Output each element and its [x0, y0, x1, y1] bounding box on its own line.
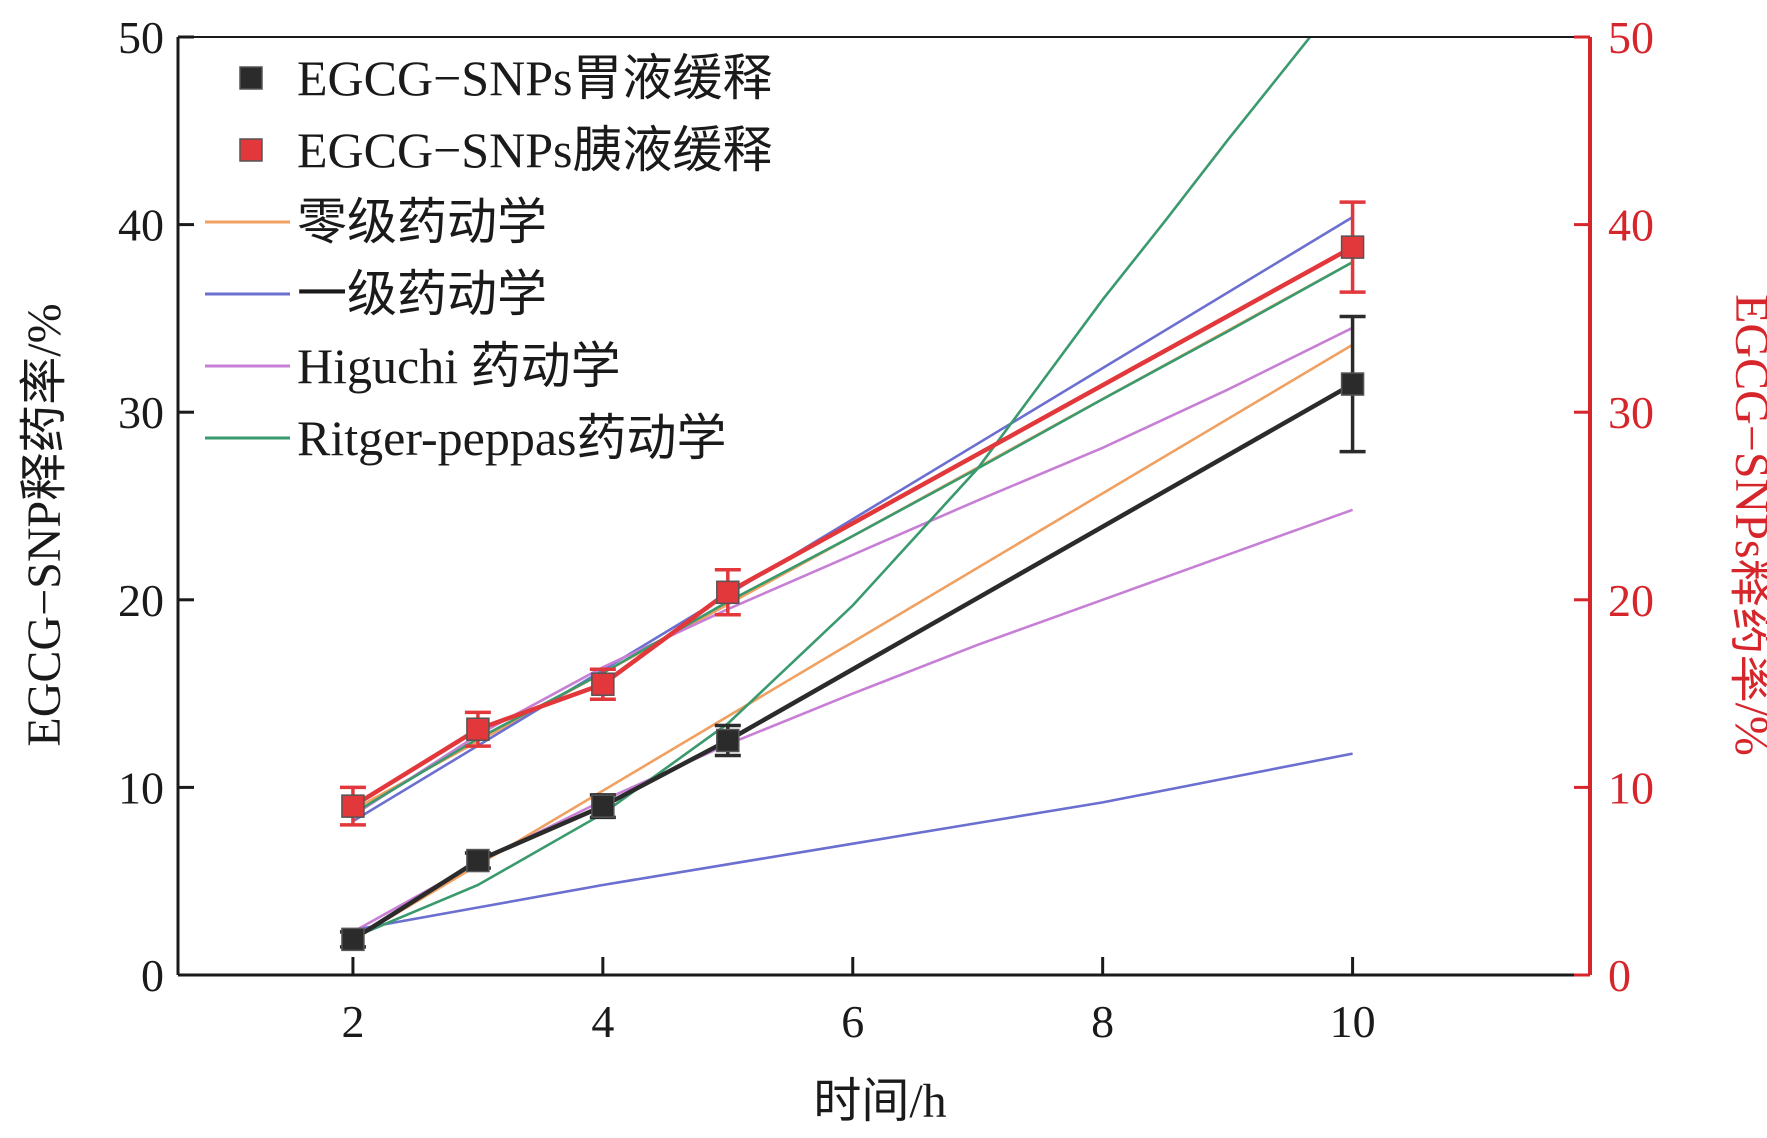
legend-label-0: EGCG−SNPs胃液缓释: [297, 50, 773, 106]
data-point-0-3: [716, 728, 740, 753]
legend-label-5: Ritger-peppas药动学: [297, 410, 726, 466]
y-tick-label-left-40: 40: [118, 200, 164, 251]
legend-marker-1: [239, 138, 263, 162]
y-tick-label-left-50: 50: [118, 12, 164, 63]
series-layer: [339, 37, 1366, 952]
x-tick-label-2: 2: [341, 996, 364, 1047]
legend-label-4: Higuchi 药动学: [297, 338, 621, 394]
x-tick-label-4: 4: [591, 996, 614, 1047]
y-tick-label-right-20: 20: [1608, 575, 1654, 626]
data-point-0-1: [466, 848, 490, 873]
y-tick-label-right-0: 0: [1608, 950, 1631, 1001]
legend-marker-0: [239, 66, 263, 90]
data-point-1-3: [716, 580, 740, 605]
y-tick-label-left-0: 0: [141, 950, 164, 1001]
data-point-1-1: [466, 717, 490, 741]
fit-line-3-0: [352, 752, 1353, 932]
data-line-1: [351, 245, 1354, 809]
x-tick-label-8: 8: [1091, 996, 1114, 1047]
legend-label-1: EGCG−SNPs胰液缓释: [297, 122, 773, 178]
data-point-0-0: [341, 927, 365, 952]
legend-label-3: 一级药动学: [297, 266, 547, 322]
y-tick-label-right-40: 40: [1608, 200, 1654, 251]
y-axis-title-right: EGCG−SNPs释药率/%: [1725, 294, 1767, 756]
x-tick-label-6: 6: [841, 996, 864, 1047]
legend-label-2: 零级药动学: [297, 194, 547, 250]
data-point-0-4: [1340, 372, 1365, 396]
y-tick-label-right-30: 30: [1608, 387, 1654, 438]
x-tick-label-10: 10: [1330, 996, 1376, 1047]
fit-line-5-1: [352, 260, 1354, 815]
axes-layer: 2 4 6 8 10 0 10 20 30 40 50 0 10 20 30 40 50: [118, 12, 1654, 1047]
y-tick-label-left-10: 10: [118, 762, 164, 813]
fit-line-4-1: [352, 326, 1354, 817]
y-tick-label-right-50: 50: [1608, 12, 1654, 63]
x-axis-title: 时间/h: [813, 1075, 946, 1128]
data-point-1-4: [1340, 235, 1365, 259]
y-tick-label-left-20: 20: [118, 575, 164, 626]
y-tick-label-right-10: 10: [1608, 762, 1654, 813]
plot-area: [339, 37, 1366, 952]
data-point-1-2: [591, 672, 615, 696]
fit-line-3-1: [352, 215, 1354, 823]
y-tick-label-left-30: 30: [118, 387, 164, 438]
data-line-0: [351, 382, 1354, 942]
data-point-0-2: [591, 794, 615, 818]
data-point-1-0: [341, 794, 365, 818]
y-axis-title-left: EGCG−SNP释药率/%: [18, 303, 71, 746]
